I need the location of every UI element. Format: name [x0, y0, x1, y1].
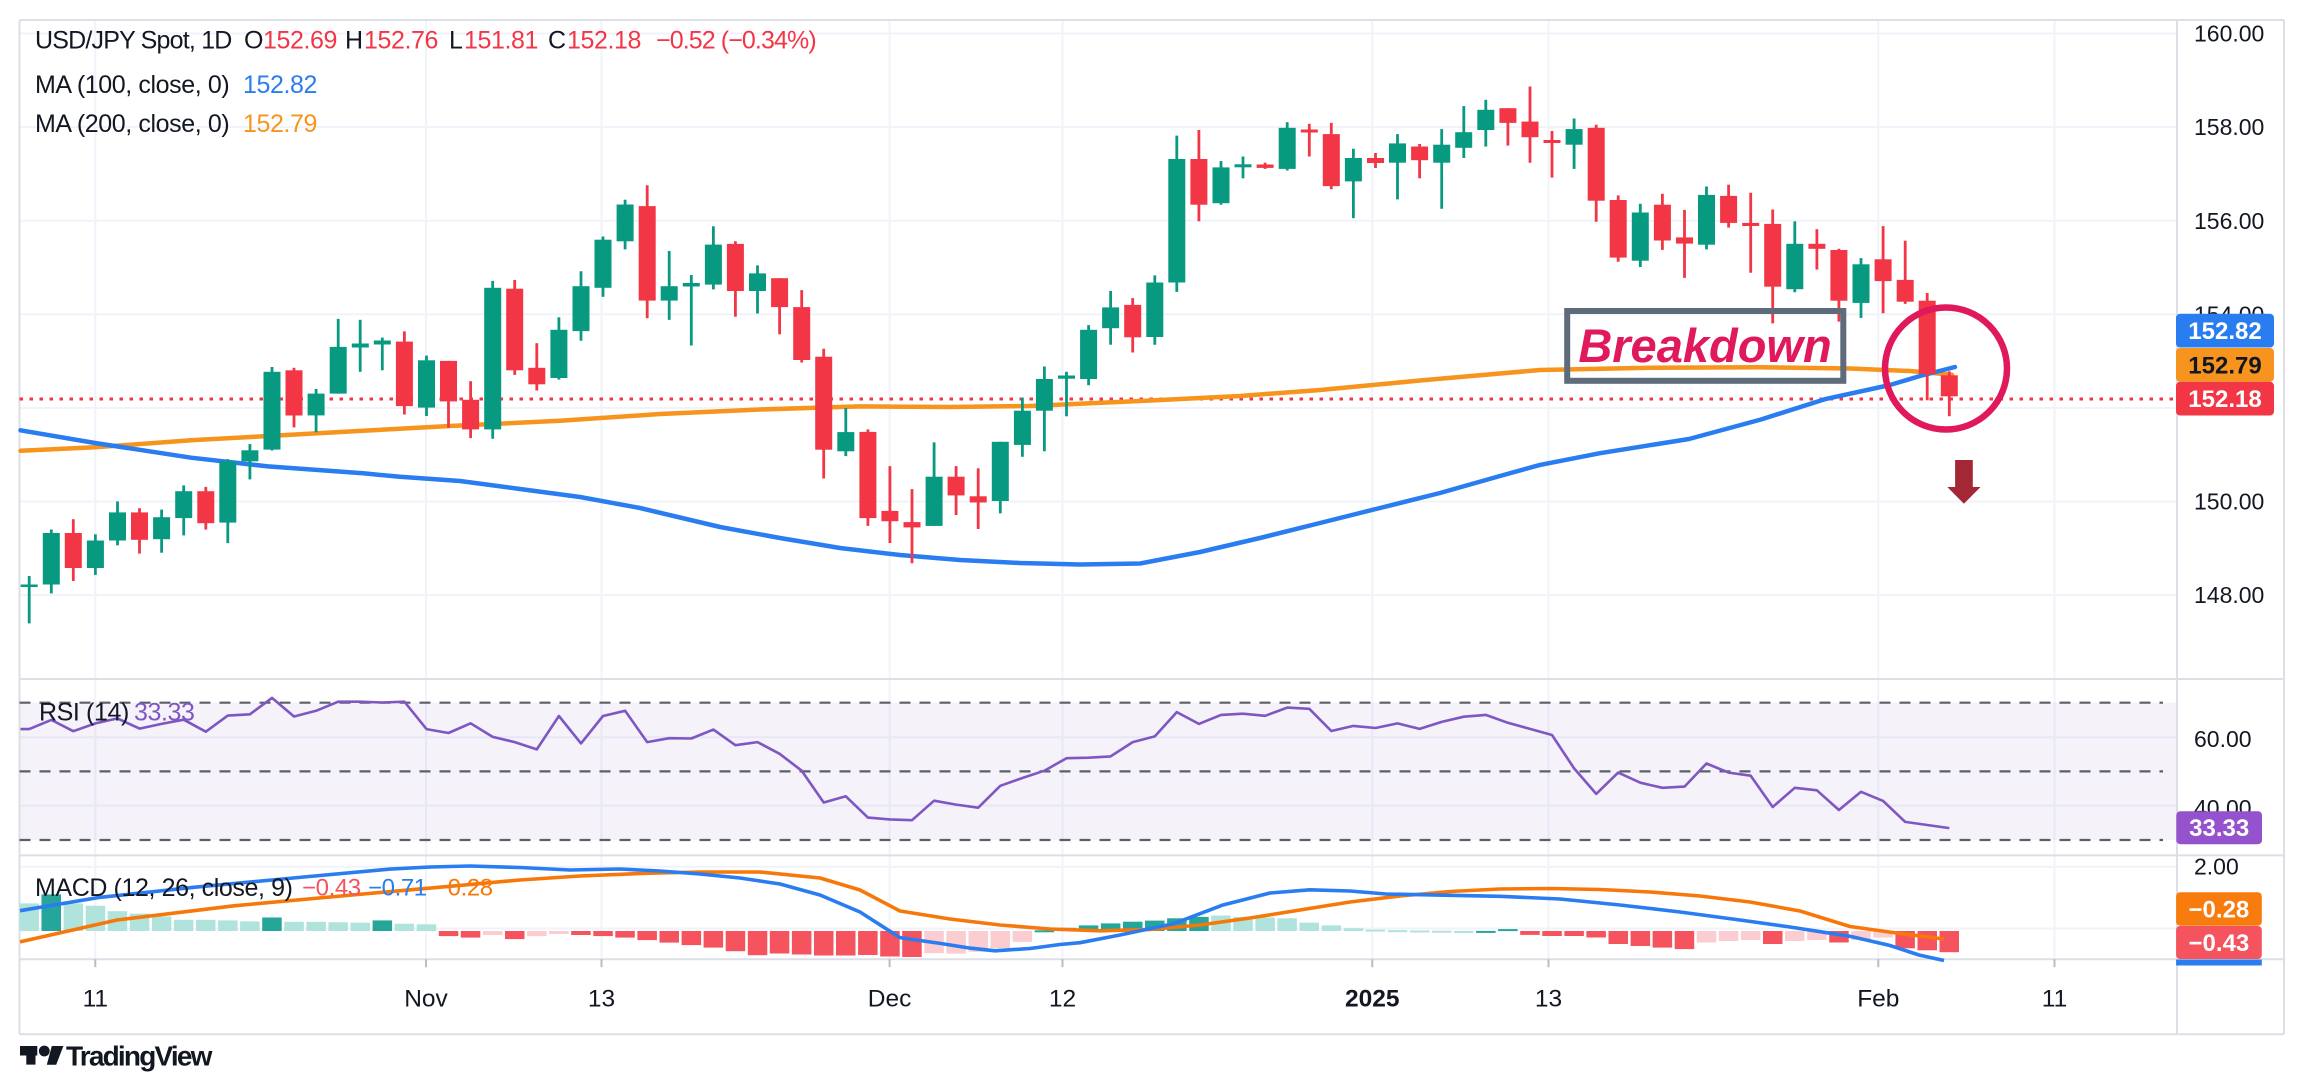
svg-text:13: 13 — [588, 986, 615, 1013]
svg-text:160.00: 160.00 — [2194, 21, 2264, 47]
svg-text:RSI (14): RSI (14) — [39, 699, 129, 727]
svg-text:−0.71: −0.71 — [368, 875, 427, 902]
svg-text:152.18: 152.18 — [2188, 386, 2261, 413]
svg-text:11: 11 — [2042, 986, 2067, 1013]
svg-text:152.79: 152.79 — [243, 110, 317, 138]
svg-text:33.33: 33.33 — [2189, 815, 2249, 842]
svg-text:33.33: 33.33 — [134, 699, 195, 727]
svg-text:2.00: 2.00 — [2194, 854, 2239, 880]
svg-text:Dec: Dec — [868, 986, 912, 1013]
svg-text:11: 11 — [83, 986, 108, 1013]
svg-text:Breakdown: Breakdown — [1578, 319, 1831, 372]
svg-text:12: 12 — [1049, 986, 1076, 1013]
svg-text:H: H — [345, 27, 363, 55]
svg-text:152.79: 152.79 — [2188, 352, 2261, 379]
svg-text:152.18: 152.18 — [567, 27, 641, 55]
svg-text:13: 13 — [1535, 986, 1562, 1013]
svg-text:−0.52 (−0.34%): −0.52 (−0.34%) — [656, 27, 816, 55]
svg-text:L: L — [449, 27, 463, 55]
svg-text:Nov: Nov — [404, 986, 448, 1013]
svg-text:−0.28: −0.28 — [434, 875, 493, 902]
svg-text:MA (200, close, 0): MA (200, close, 0) — [35, 110, 229, 138]
svg-text:60.00: 60.00 — [2194, 726, 2252, 752]
svg-text:152.76: 152.76 — [364, 27, 438, 55]
svg-text:152.82: 152.82 — [2188, 318, 2261, 345]
svg-text:−0.43: −0.43 — [2189, 930, 2250, 957]
svg-text:−0.28: −0.28 — [2189, 897, 2250, 924]
svg-text:−0.43: −0.43 — [302, 875, 361, 902]
svg-text:150.00: 150.00 — [2194, 489, 2264, 515]
svg-text:156.00: 156.00 — [2194, 208, 2264, 234]
svg-text:C: C — [548, 27, 566, 55]
svg-text:2025: 2025 — [1345, 986, 1400, 1013]
svg-text:158.00: 158.00 — [2194, 114, 2264, 140]
svg-text:148.00: 148.00 — [2194, 582, 2264, 608]
svg-text:O: O — [244, 27, 263, 55]
svg-text:Feb: Feb — [1857, 986, 1899, 1013]
svg-text:152.69: 152.69 — [263, 27, 337, 55]
svg-text:TradingView: TradingView — [66, 1041, 213, 1072]
svg-text:MACD (12, 26, close, 9): MACD (12, 26, close, 9) — [35, 874, 293, 902]
svg-text:151.81: 151.81 — [464, 27, 538, 55]
svg-text:152.82: 152.82 — [243, 71, 317, 99]
svg-text:MA (100, close, 0): MA (100, close, 0) — [35, 71, 229, 99]
svg-text:USD/JPY Spot, 1D: USD/JPY Spot, 1D — [35, 27, 232, 55]
